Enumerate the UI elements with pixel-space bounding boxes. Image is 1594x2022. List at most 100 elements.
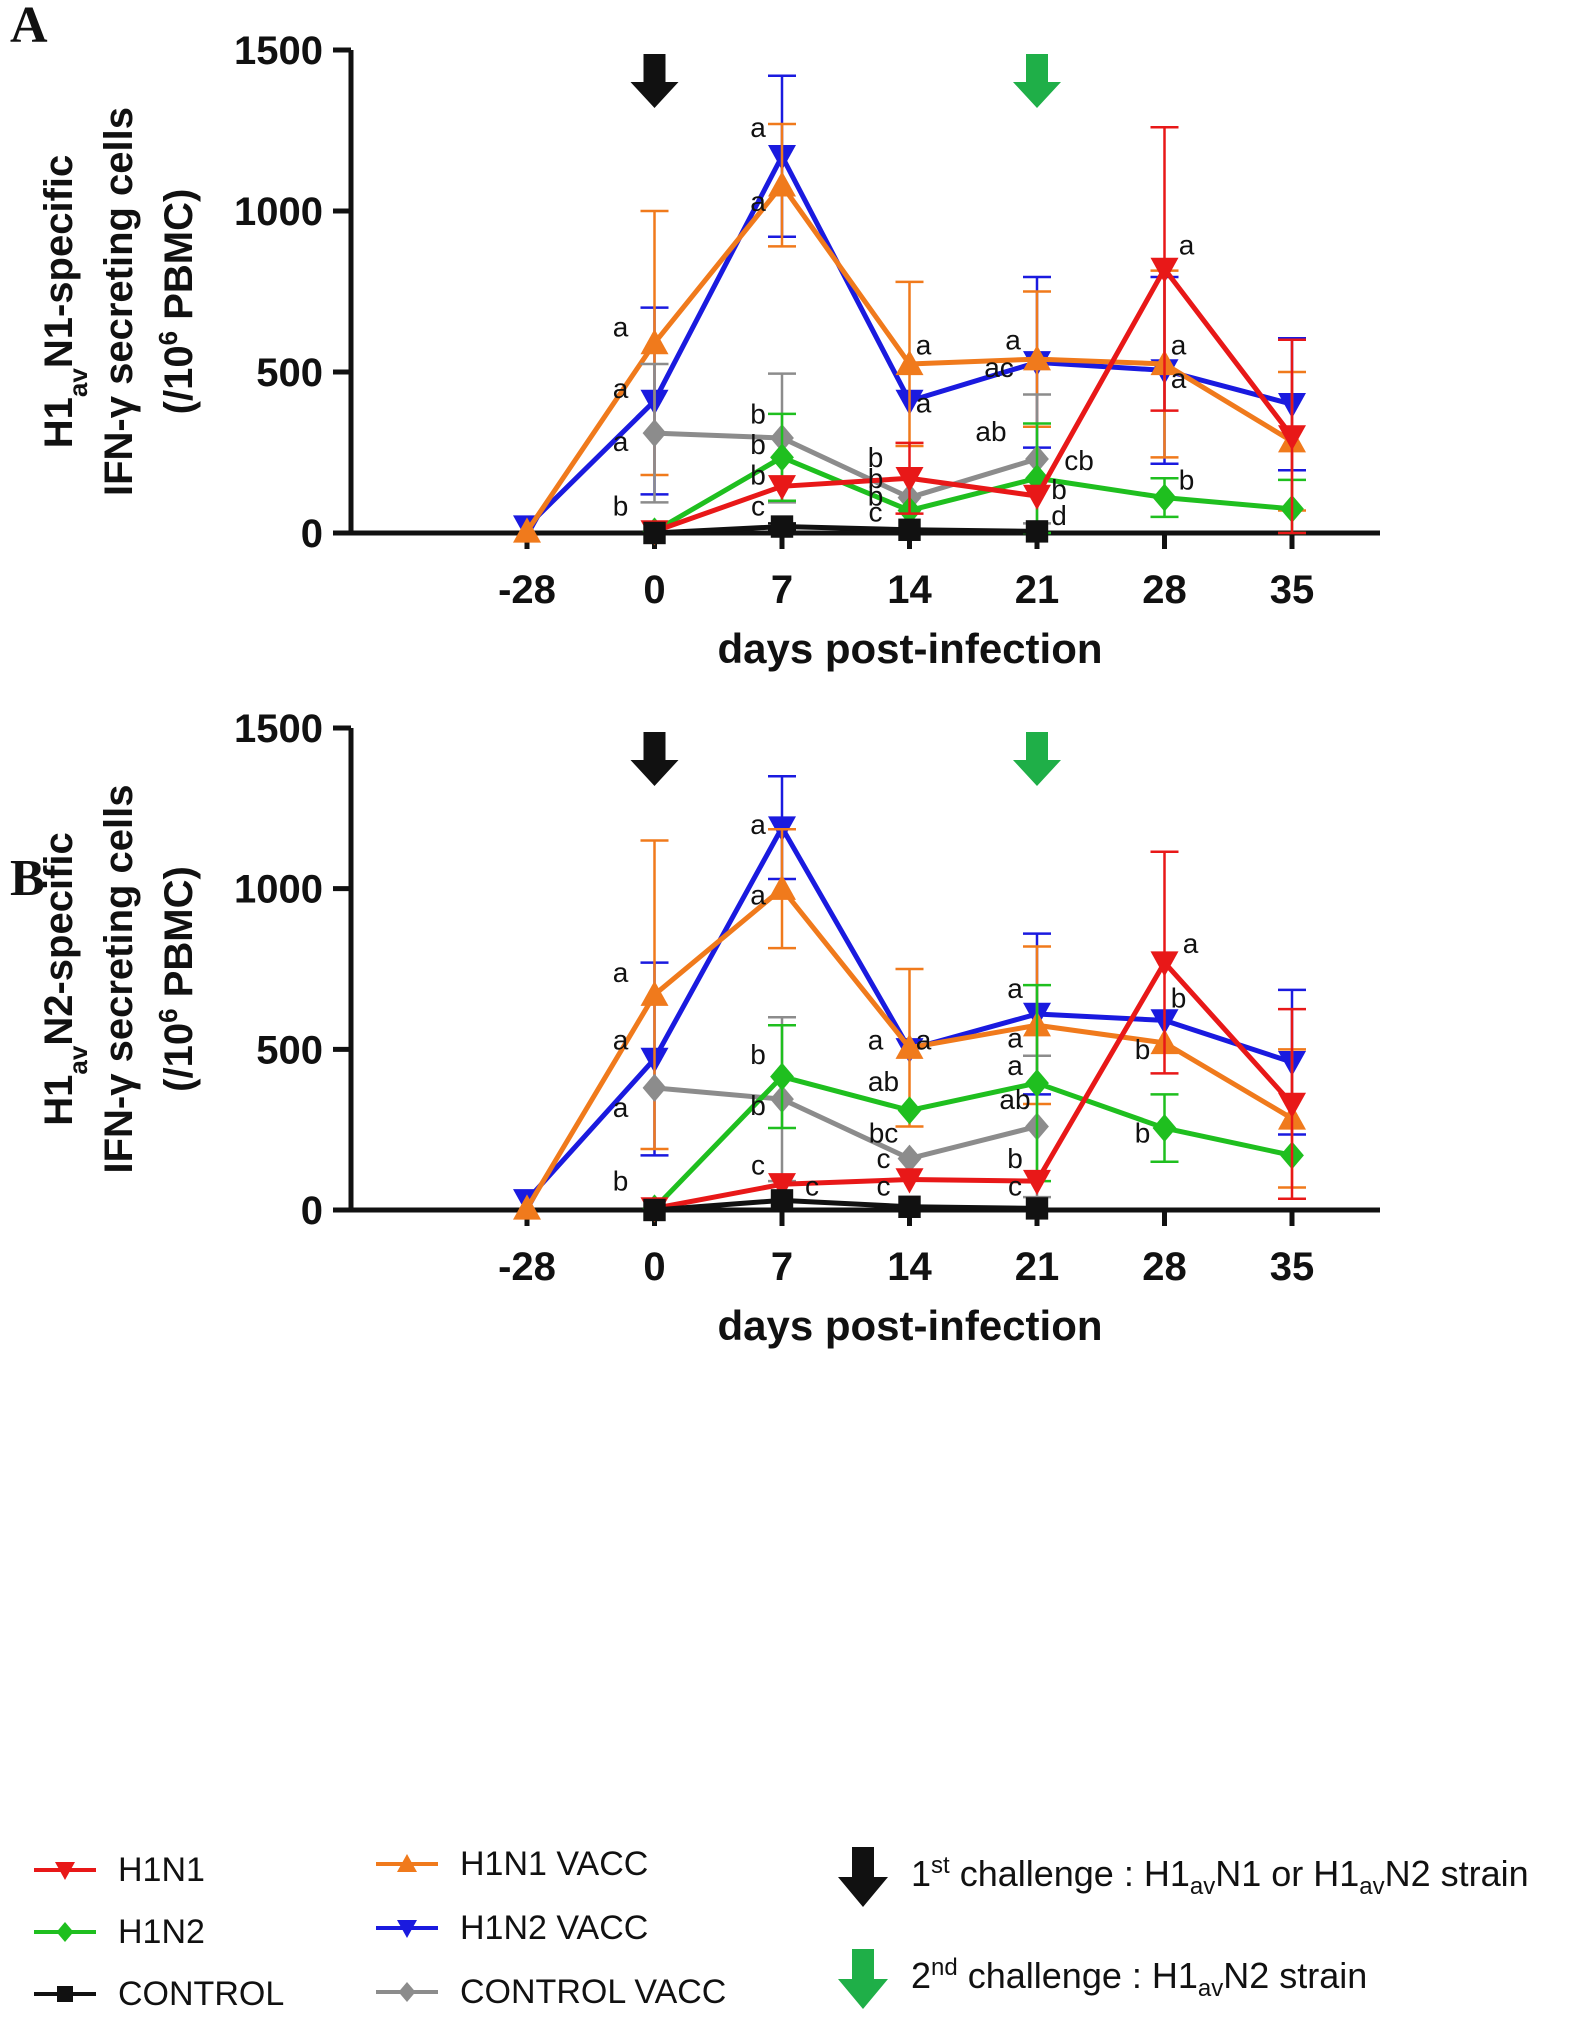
data-point [1152,1114,1177,1143]
legend-item-h1n1-vacc: H1N1 VACC [372,1844,648,1884]
legend-item-control-vacc: CONTROL VACC [372,1972,726,2012]
data-point [898,1195,921,1218]
y-tick-label: 0 [301,512,323,556]
data-point [895,349,924,376]
series-control-vacc [642,1015,1051,1199]
significance-letter: a [750,880,766,911]
legend-marker-h1n2-vacc [376,1920,438,1938]
significance-letter: b [1051,474,1067,505]
data-point [898,518,921,541]
series-line [654,1085,1038,1162]
series-line [653,266,1294,534]
y-tick-label: 500 [256,1028,323,1072]
significance-letter: c [751,490,765,521]
significance-letter: a [613,373,629,404]
y-axis-label-line: IFN-γ secreting cells [97,107,141,496]
data-point [1278,1092,1306,1118]
significance-letter: a [868,1024,884,1055]
x-tick-label: -28 [498,568,556,612]
significance-letter: b [868,463,884,494]
data-point [1150,257,1179,283]
y-axis-label-line: H1avN2-specific [37,832,93,1125]
series-line [654,430,1038,501]
data-point [897,1096,922,1125]
data-point [643,521,666,545]
data-point [1152,483,1177,512]
y-tick-label: 500 [256,351,323,395]
second-challenge-arrow-icon [1013,54,1061,108]
significance-letter: b [613,1166,629,1197]
series-control [643,1189,1049,1222]
legend-marker-h1n1-vacc [376,1854,438,1872]
significance-letter: b [750,429,766,460]
data-point [1025,1197,1049,1220]
legend-marker [55,1862,75,1880]
legend-item-h1n2-vacc: H1N2 VACC [372,1908,648,1948]
significance-letter: c [877,1143,891,1174]
legend-label-h1n2-vacc: H1N2 VACC [460,1908,649,1947]
x-tick-label: 0 [643,568,665,612]
significance-letter: a [1007,1050,1023,1081]
significance-letter: a [916,1024,932,1055]
data-point [1023,484,1051,510]
significance-letter: bc [869,1118,899,1149]
significance-letter: c [869,497,883,528]
legend-marker-h1n1 [34,1862,96,1880]
data-point [640,980,669,1006]
significance-letter: a [750,186,766,217]
legend-marker [56,1922,74,1942]
legend-label-h1n2: H1N2 [118,1912,205,1951]
x-axis-label: days post-infection [717,1302,1102,1349]
panel-label: B [10,850,45,907]
legend-label-h1n1-vacc: H1N1 VACC [460,1844,649,1883]
data-point [770,1189,794,1212]
significance-letter: b [1171,983,1187,1014]
data-point [770,443,794,472]
black-arrow-icon [838,1847,888,1907]
x-tick-label: 28 [1142,568,1187,612]
data-point [1023,1169,1051,1196]
y-tick-label: 1000 [234,190,323,234]
significance-letter: b [1179,465,1195,496]
significance-letter: b [1135,1034,1151,1065]
legend-marker [397,1854,417,1872]
data-point [642,419,667,448]
y-axis-label: H1avN1-specific IFN-γ secreting cells (/10… [37,107,201,496]
x-tick-label: 7 [771,568,793,612]
significance-letter: c [805,1171,819,1202]
significance-letter: c [877,1171,891,1202]
legend-marker-h1n2 [34,1922,96,1942]
data-point [1025,520,1049,543]
x-tick-label: 28 [1142,1245,1187,1289]
series-line [654,524,1038,536]
significance-letter: ab [999,1084,1030,1115]
second-challenge-label: 2nd challenge : H1avN2 strain [911,1954,1368,2003]
first-challenge-arrow-icon [630,54,679,108]
arrow-shape [838,1847,888,1907]
data-point [770,1062,794,1091]
significance-letter: a [1183,928,1199,959]
legend-item-h1n2: H1N2 [30,1912,205,1952]
data-point [513,1194,541,1220]
data-point [768,1173,796,1199]
x-tick-label: 0 [643,1245,665,1289]
data-point [768,171,796,197]
significance-letter: a [1007,973,1023,1004]
x-tick-label: 21 [1015,1245,1060,1289]
significance-letter: a [916,387,932,418]
series-control [643,515,1049,545]
x-tick-label: 14 [887,568,932,612]
significance-letter: a [750,112,766,143]
legend-label-control: CONTROL [118,1974,285,2013]
y-axis-label-line: (/106 PBMC) [153,189,201,415]
significance-letter: a [1171,329,1187,360]
significance-letter: b [868,481,884,512]
data-point [513,517,541,543]
first-challenge-arrow-icon [630,732,679,786]
legend-label-control-vacc: CONTROL VACC [460,1972,727,2011]
data-point [1150,951,1179,977]
x-tick-label: 14 [887,1245,932,1289]
y-tick-label: 1500 [234,707,323,751]
legend-second-challenge: 2nd challenge : H1avN2 strain [835,1944,1367,2014]
y-axis-label-line: IFN-γ secreting cells [97,784,141,1173]
